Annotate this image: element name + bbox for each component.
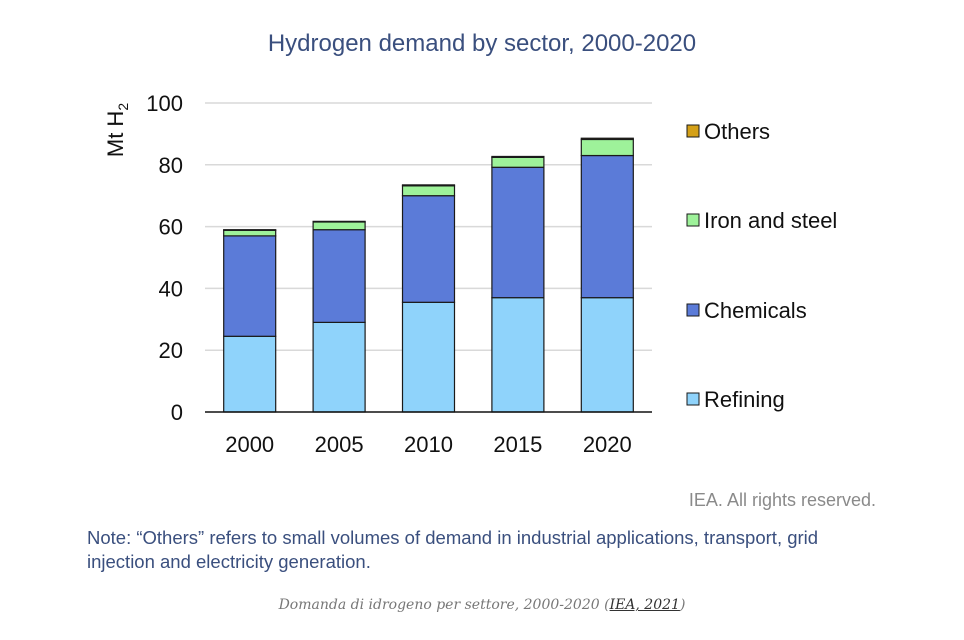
y-tick-label-0: 0 (171, 400, 183, 425)
x-tick-label-2015: 2015 (493, 432, 542, 457)
bar-chemicals-2010 (401, 195, 456, 303)
legend-label-chemicals: Chemicals (704, 298, 807, 323)
bar-others-2000 (223, 229, 277, 231)
y-tick-label-100: 100 (146, 91, 183, 116)
bar-refining-2005 (312, 321, 366, 413)
y-tick-label-60: 60 (159, 215, 183, 240)
legend-swatch-others (686, 124, 700, 138)
bar-others-2015 (491, 155, 545, 158)
figure-caption: Domanda di idrogeno per settore, 2000-20… (0, 597, 964, 613)
y-tick-label-40: 40 (159, 276, 183, 301)
legend-label-iron-and-steel: Iron and steel (704, 208, 837, 233)
bar-iron-and-steel-2010 (401, 185, 456, 197)
bar-others-2020 (580, 137, 634, 141)
bar-iron-and-steel-2005 (312, 221, 366, 231)
caption-prefix: Domanda di idrogeno per settore, 2000-20… (278, 597, 610, 613)
legend: Others Iron and steel Chemicals Refining (686, 119, 837, 412)
bars (223, 137, 634, 413)
bar-chemicals-2000 (223, 235, 277, 337)
x-tick-label-2020: 2020 (583, 432, 632, 457)
bar-iron-and-steel-2015 (491, 156, 545, 168)
legend-swatch-iron-and-steel (686, 213, 700, 227)
bar-chemicals-2015 (491, 166, 545, 299)
y-tick-labels: 0 20 40 60 80 100 (146, 91, 183, 425)
bar-iron-and-steel-2000 (223, 229, 277, 237)
bar-refining-2010 (401, 301, 456, 413)
legend-swatch-chemicals (686, 303, 700, 317)
x-tick-label-2005: 2005 (315, 432, 364, 457)
x-tick-label-2010: 2010 (404, 432, 453, 457)
legend-label-refining: Refining (704, 387, 785, 412)
bar-chemicals-2020 (580, 154, 634, 299)
x-tick-label-2000: 2000 (225, 432, 274, 457)
legend-swatch-refining (686, 392, 700, 406)
bar-others-2010 (401, 184, 456, 187)
rights-notice: IEA. All rights reserved. (688, 490, 876, 510)
caption-suffix: ) (679, 597, 686, 613)
bar-chemicals-2005 (312, 229, 366, 323)
bar-refining-2020 (580, 297, 634, 413)
y-axis-label: Mt H2 (103, 103, 131, 157)
bar-refining-2015 (491, 297, 545, 413)
chart-title: Hydrogen demand by sector, 2000-2020 (267, 30, 697, 57)
legend-label-others: Others (704, 119, 770, 144)
y-axis-label-subscript: 2 (115, 103, 131, 111)
source-link[interactable]: IEA, 2021 (609, 597, 680, 613)
bar-others-2005 (312, 220, 366, 223)
chart-note: Note: “Others” refers to small volumes o… (87, 527, 819, 572)
bar-refining-2000 (223, 335, 277, 413)
y-tick-label-80: 80 (159, 153, 183, 178)
y-tick-label-20: 20 (159, 338, 183, 363)
x-tick-labels: 2000 2005 2010 2015 2020 (225, 432, 632, 457)
hydrogen-demand-chart: 0 20 40 60 80 100 2000 2005 2010 2015 2020 Others… (103, 91, 837, 457)
bar-iron-and-steel-2020 (580, 138, 634, 157)
y-axis-label-main: Mt H (103, 111, 128, 157)
